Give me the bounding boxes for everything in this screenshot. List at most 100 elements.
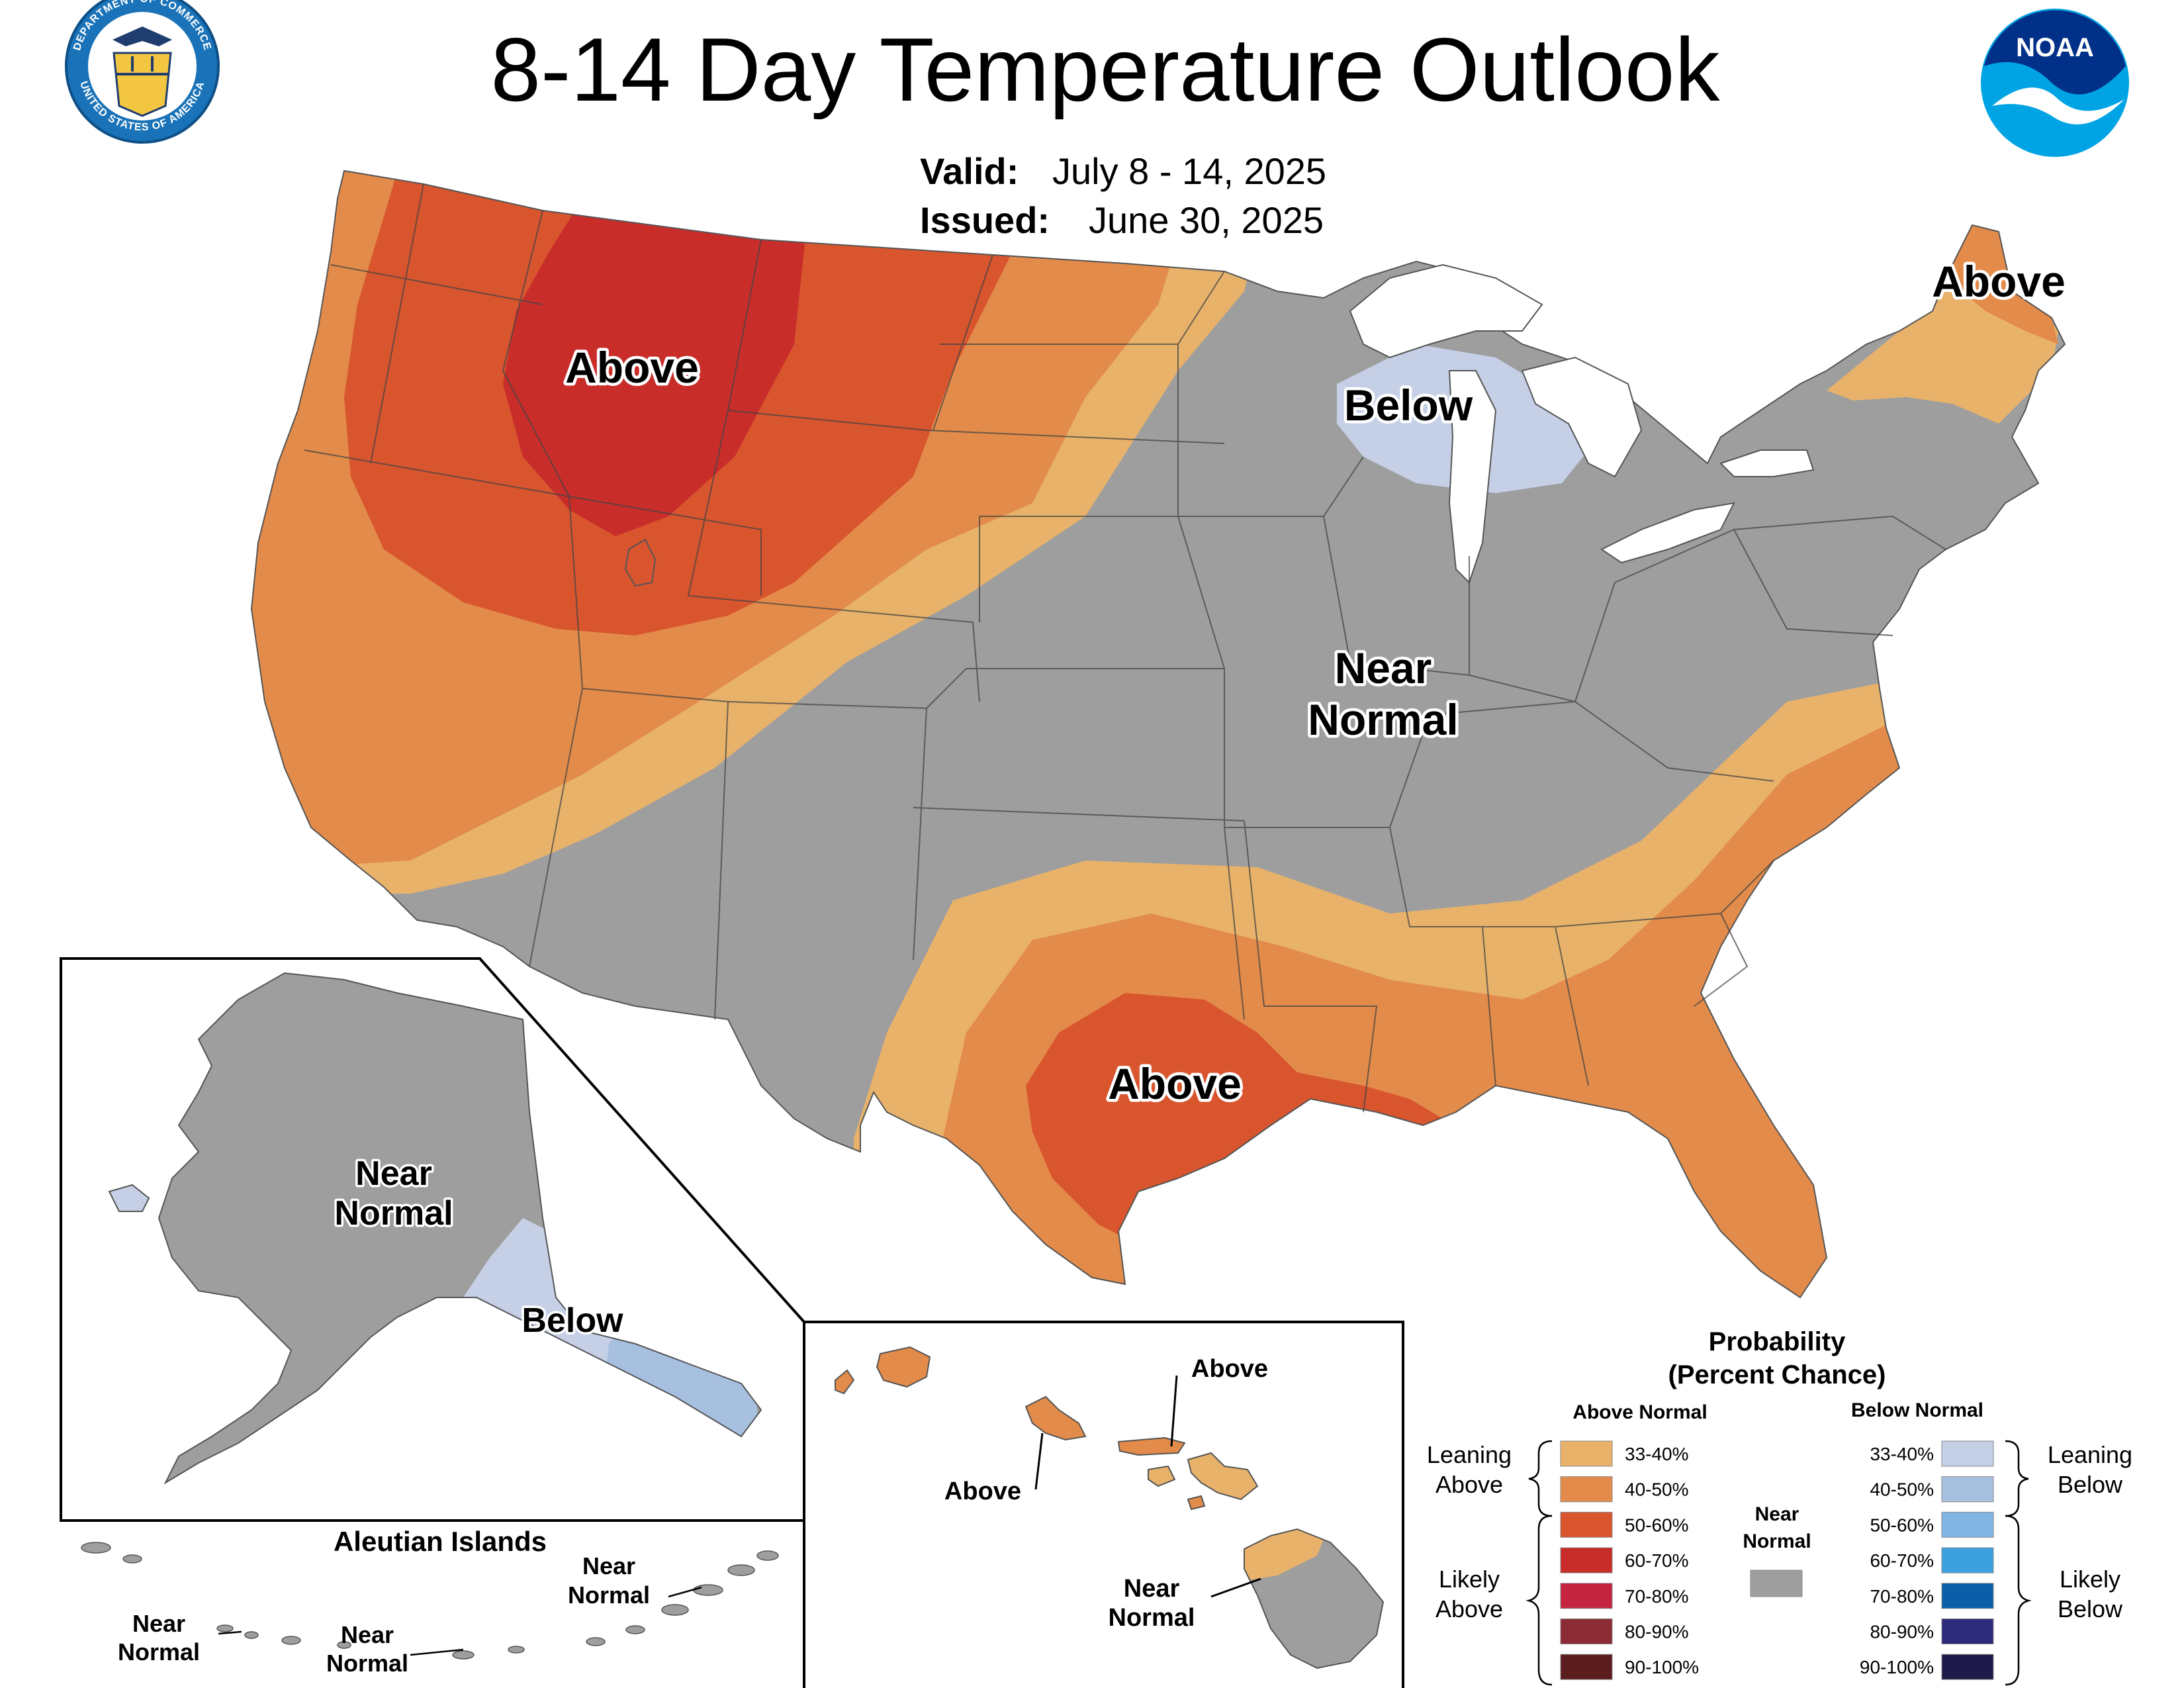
legend-below-swatch-5: [1941, 1618, 1994, 1644]
valid-label: Valid:: [920, 150, 1019, 192]
ak-below-label: Below: [522, 1301, 623, 1340]
aleutian-east-near-line1: Near: [582, 1552, 635, 1579]
aleutian-title: Aleutian Islands: [334, 1526, 547, 1557]
legend-title-line1: Probability: [1709, 1327, 1846, 1356]
ak-near-label-line1: Near: [355, 1154, 432, 1193]
legend-below-range-label-2: 50-60%: [1870, 1515, 1934, 1535]
legend-above-swatch-4: [1560, 1583, 1613, 1609]
legend-near-line1: Near: [1755, 1503, 1799, 1525]
lanai-island: [1148, 1465, 1176, 1487]
legend-below-swatches: 33-40% 40-50% 50-60% 60-70% 70-80% 80-90% 90-1…: [1860, 1440, 1994, 1680]
aleutian-islands: [81, 1542, 779, 1660]
aleutian-west-near-line2: Normal: [118, 1638, 200, 1665]
valid-value: July 8 - 14, 2025: [1052, 150, 1326, 192]
great-lakes: [1349, 263, 1815, 584]
lake-erie: [1600, 502, 1735, 564]
aleutian-west-near-line1: Near: [132, 1610, 185, 1637]
issued-value: June 30, 2025: [1089, 199, 1324, 241]
central-near-label-line1: Near: [1335, 643, 1432, 692]
legend-below-header: Below Normal: [1851, 1399, 1983, 1421]
legend-below-range-label-3: 60-70%: [1870, 1550, 1934, 1571]
legend-below-range-label-1: 40-50%: [1870, 1479, 1934, 1500]
issued-label: Issued:: [920, 199, 1050, 241]
big-island-outline: [1244, 1528, 1385, 1669]
legend-below-range-label-0: 33-40%: [1870, 1444, 1934, 1464]
legend-above-range-label-5: 80-90%: [1625, 1622, 1689, 1642]
great-salt-lake: [624, 538, 657, 587]
texas-above-50-60-region: [1026, 993, 1443, 1244]
nw-above-60-70-region: [503, 199, 807, 536]
doc-seal-logo: DEPARTMENT OF COMMERCE UNITED STATES OF …: [65, 0, 220, 144]
legend-above-swatch-1: [1560, 1476, 1613, 1503]
legend-above-range-label-1: 40-50%: [1625, 1479, 1689, 1500]
legend-leaning-above-line2: Above: [1435, 1471, 1503, 1498]
aleutian-east-near-line2: Normal: [568, 1581, 650, 1609]
legend-below-swatch-1: [1941, 1476, 1994, 1503]
lakes-below-label: Below: [1344, 381, 1473, 430]
legend-below-range-label-4: 70-80%: [1870, 1586, 1934, 1607]
legend-below-range-label-5: 80-90%: [1870, 1622, 1934, 1642]
south-above-label: Above: [1108, 1059, 1242, 1108]
header: 8-14 Day Temperature Outlook Valid: July…: [490, 19, 1720, 241]
ne-above-label: Above: [1932, 257, 2066, 306]
legend-above-swatch-0: [1560, 1440, 1613, 1467]
hawaii-north-above-label: Above: [1191, 1355, 1268, 1383]
hawaii-inset: Above Above Near Normal: [803, 1321, 1404, 1688]
legend-above-range-label-6: 90-100%: [1625, 1657, 1699, 1677]
legend-above-range-label-3: 60-70%: [1625, 1550, 1689, 1571]
legend-above-range-label-0: 33-40%: [1625, 1444, 1689, 1464]
ne-above-40-50-region: [1946, 225, 2058, 344]
hawaii-leader-lines: [1034, 1375, 1261, 1598]
legend-near-line2: Normal: [1743, 1530, 1811, 1552]
legend-above-swatch-2: [1560, 1511, 1613, 1538]
legend-below-range-label-6: 90-100%: [1860, 1657, 1934, 1677]
aleutian-leader-lines: [218, 1586, 702, 1656]
legend-below-swatch-0: [1941, 1440, 1994, 1467]
legend-likely-below-line1: Likely: [2060, 1566, 2120, 1593]
hawaii-near-label-line2: Normal: [1109, 1604, 1195, 1632]
legend-below-swatch-4: [1941, 1583, 1994, 1609]
noaa-logo: NOAA: [1981, 9, 2129, 157]
legend-above-swatches: 33-40% 40-50% 50-60% 60-70% 70-80% 80-90% 90-1…: [1560, 1440, 1699, 1680]
legend-above-header: Above Normal: [1572, 1401, 1707, 1423]
legend-below-swatch-2: [1941, 1511, 1994, 1538]
legend-above-range-label-4: 70-80%: [1625, 1586, 1689, 1607]
legend-above-swatch-3: [1560, 1547, 1613, 1573]
state-boundaries: [304, 183, 1946, 1113]
alaska-inset: Near Normal Below Aleutian Islands Near: [60, 957, 805, 1677]
conus-outline: [250, 169, 2066, 1299]
kauai-island: [876, 1346, 931, 1388]
kahoolawe-island: [1187, 1495, 1206, 1511]
likely-above-brace: [1525, 1515, 1553, 1686]
st-lawrence-island: [108, 1184, 150, 1212]
legend-likely-below-line2: Below: [2058, 1595, 2123, 1622]
aleutian-central-near-line1: Near: [341, 1621, 394, 1648]
lake-huron: [1521, 356, 1643, 478]
hawaii-west-above-label: Above: [944, 1477, 1021, 1505]
lake-ontario: [1719, 449, 1815, 477]
alaska-outline: [158, 972, 762, 1485]
aleutian-central-near-line2: Normal: [326, 1650, 408, 1677]
leaning-below-brace: [2005, 1440, 2029, 1517]
noaa-logo-text: NOAA: [2016, 33, 2094, 62]
legend-below-swatch-6: [1941, 1654, 1994, 1680]
legend-likely-above-line1: Likely: [1439, 1566, 1500, 1593]
legend-title-line2: (Percent Chance): [1668, 1360, 1886, 1389]
likely-below-brace: [2005, 1515, 2032, 1686]
leaning-above-brace: [1528, 1440, 1553, 1517]
legend-braces: [1525, 1440, 2032, 1686]
legend-above-swatch-6: [1560, 1654, 1613, 1680]
ak-near-label-line2: Normal: [334, 1194, 453, 1233]
nw-above-label: Above: [565, 343, 699, 392]
legend-near-normal-swatch: [1750, 1570, 1803, 1597]
legend-above-range-label-2: 50-60%: [1625, 1515, 1689, 1535]
molokai-island: [1117, 1436, 1186, 1456]
legend-leaning-below-line1: Leaning: [2048, 1441, 2132, 1468]
legend: Probability (Percent Chance) Above Norma…: [1427, 1327, 2132, 1686]
lake-superior: [1349, 263, 1543, 359]
page-title: 8-14 Day Temperature Outlook: [490, 19, 1720, 120]
legend-above-swatch-5: [1560, 1618, 1613, 1644]
legend-leaning-above-line1: Leaning: [1427, 1441, 1512, 1468]
hawaii-near-label-line1: Near: [1124, 1575, 1180, 1603]
